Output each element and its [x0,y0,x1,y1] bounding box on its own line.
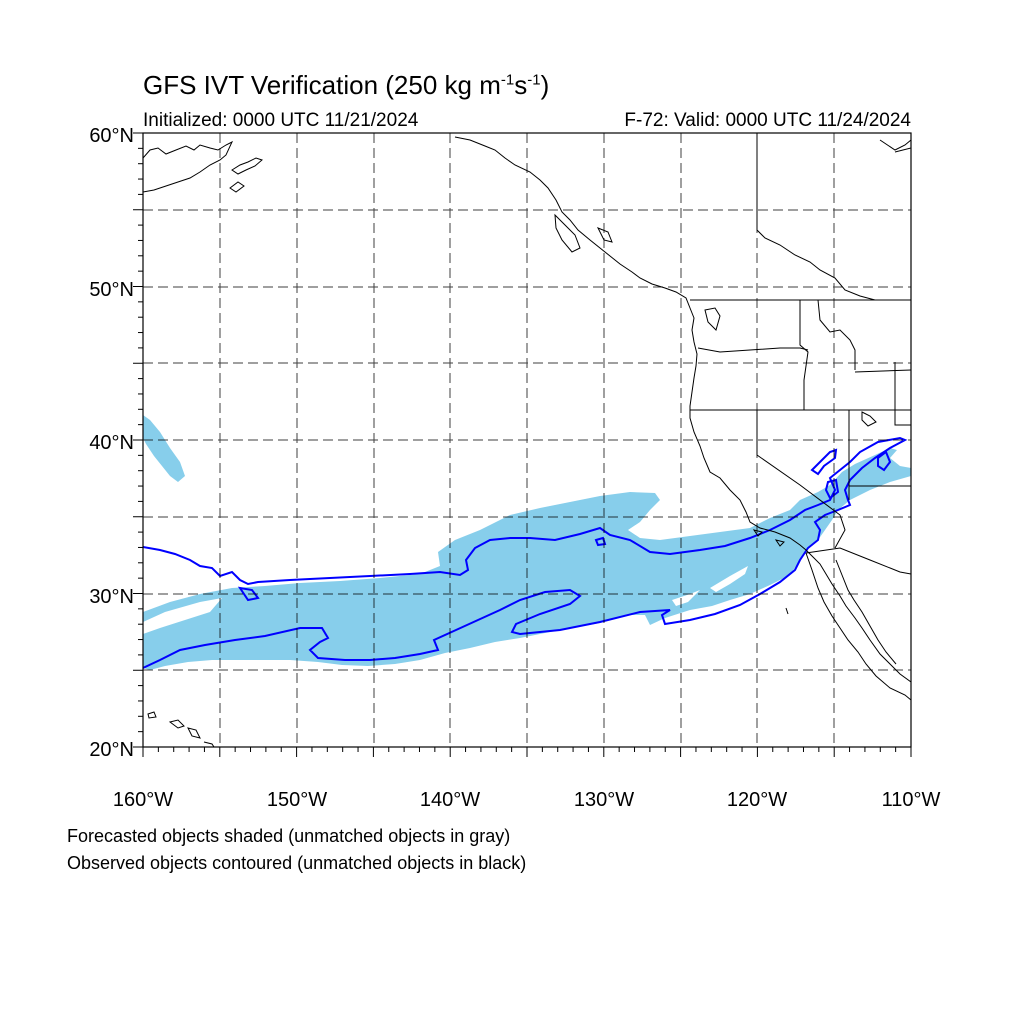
lon-label-140w: 140°W [420,789,480,811]
northwest-coast [454,136,911,683]
lon-label-150w: 150°W [267,789,327,811]
lon-label-160w: 160°W [113,789,173,811]
chart-title: GFS IVT Verification (250 kg m-1s-1) [143,70,550,100]
forecast-object-small [143,415,185,482]
valid-time: F-72: Valid: 0000 UTC 11/24/2024 [624,110,911,131]
lat-label-20n: 20°N [89,739,134,761]
baja-coast [805,552,911,701]
lon-axis-labels: 160°W 150°W 140°W 130°W 120°W 110°W [113,789,941,811]
lon-label-130w: 130°W [574,789,634,811]
lat-lon-grid [143,133,911,747]
political-borders [690,133,911,549]
observed-object-main [143,436,908,669]
observed-object-hole-5 [237,586,260,602]
initialized-time: Initialized: 0000 UTC 11/21/2024 [143,110,419,131]
lat-label-30n: 30°N [89,586,134,608]
observed-object-hole-4 [877,450,892,472]
lon-label-110w: 110°W [882,789,941,811]
lat-label-60n: 60°N [89,125,134,147]
lat-axis-labels: 60°N 50°N 40°N 30°N 20°N [89,125,134,761]
lon-label-120w: 120°W [727,789,787,811]
coastlines [143,136,911,747]
lat-label-40n: 40°N [89,432,134,454]
observed-objects [143,436,908,669]
lat-label-50n: 50°N [89,279,134,301]
hawaii-islands [147,711,215,747]
observed-object-hole-2 [810,448,838,476]
observed-legend-note: Observed objects contoured (unmatched ob… [67,853,527,873]
axis-ticks [133,132,912,757]
alaska-coast [143,140,234,193]
forecast-legend-note: Forecasted objects shaded (unmatched obj… [67,826,511,846]
observed-object-hole-1 [594,536,607,547]
